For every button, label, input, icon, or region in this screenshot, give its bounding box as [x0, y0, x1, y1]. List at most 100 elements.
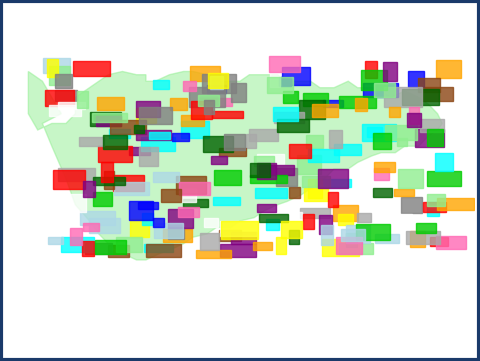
Bar: [277, 119, 309, 132]
Bar: [57, 194, 86, 212]
Bar: [427, 193, 445, 206]
Bar: [103, 135, 127, 149]
Bar: [96, 240, 126, 255]
Bar: [79, 137, 104, 147]
Bar: [221, 221, 258, 239]
Bar: [306, 135, 323, 148]
Bar: [96, 116, 121, 126]
Bar: [89, 218, 120, 233]
Bar: [427, 129, 443, 147]
Bar: [70, 228, 82, 245]
Bar: [135, 130, 170, 140]
Bar: [168, 227, 184, 239]
Bar: [77, 91, 88, 108]
Bar: [168, 209, 193, 228]
Bar: [290, 212, 302, 223]
Bar: [328, 192, 338, 207]
Bar: [334, 144, 360, 156]
Bar: [336, 237, 362, 253]
Bar: [55, 90, 77, 101]
Bar: [269, 56, 300, 72]
Bar: [319, 215, 332, 234]
Bar: [397, 214, 412, 221]
Bar: [141, 137, 175, 151]
Bar: [136, 108, 156, 123]
Bar: [301, 177, 330, 187]
Bar: [208, 74, 228, 87]
Bar: [394, 188, 414, 196]
Bar: [398, 169, 422, 188]
Bar: [266, 219, 279, 230]
Bar: [418, 78, 440, 92]
Bar: [282, 67, 310, 85]
Bar: [346, 225, 370, 243]
Bar: [191, 66, 220, 81]
Bar: [373, 188, 392, 197]
Bar: [136, 101, 160, 117]
Bar: [105, 171, 114, 189]
Bar: [365, 61, 377, 78]
Bar: [53, 170, 85, 189]
Bar: [114, 182, 149, 195]
Bar: [154, 223, 183, 238]
Bar: [153, 173, 180, 182]
Bar: [408, 71, 424, 87]
Bar: [43, 58, 70, 73]
Bar: [183, 199, 208, 207]
Bar: [427, 201, 439, 216]
Bar: [355, 98, 367, 111]
Bar: [281, 221, 302, 238]
Bar: [189, 87, 225, 107]
Bar: [48, 237, 63, 244]
Bar: [130, 201, 153, 220]
Bar: [435, 153, 453, 171]
Bar: [109, 129, 130, 138]
Bar: [200, 97, 232, 106]
Bar: [360, 70, 387, 90]
Bar: [55, 74, 72, 88]
Bar: [178, 207, 199, 217]
Bar: [297, 155, 322, 174]
Bar: [415, 129, 444, 147]
Bar: [374, 168, 389, 180]
Bar: [231, 232, 255, 244]
Bar: [203, 136, 233, 152]
Bar: [304, 188, 328, 201]
Bar: [362, 123, 396, 140]
Bar: [315, 179, 351, 187]
Bar: [220, 244, 256, 257]
Bar: [318, 169, 348, 187]
Bar: [108, 245, 129, 257]
Bar: [250, 175, 287, 183]
Bar: [255, 188, 288, 198]
Bar: [116, 237, 142, 252]
Bar: [48, 66, 70, 85]
Bar: [373, 134, 391, 149]
Bar: [407, 113, 420, 127]
Bar: [303, 92, 328, 106]
Bar: [49, 105, 82, 116]
Bar: [402, 89, 439, 105]
Bar: [312, 104, 338, 117]
Bar: [200, 233, 219, 249]
Bar: [427, 171, 461, 186]
Bar: [259, 214, 288, 222]
Bar: [130, 218, 149, 237]
Bar: [273, 107, 299, 121]
Bar: [219, 148, 245, 156]
Bar: [170, 98, 187, 110]
Bar: [101, 162, 113, 182]
Bar: [145, 244, 181, 257]
Bar: [142, 213, 153, 225]
Bar: [329, 130, 342, 148]
Bar: [259, 165, 294, 175]
Bar: [338, 214, 353, 225]
Bar: [144, 244, 173, 252]
Bar: [214, 170, 240, 185]
Bar: [182, 189, 196, 203]
Bar: [129, 147, 150, 155]
Bar: [423, 202, 446, 213]
Bar: [45, 90, 74, 106]
Bar: [257, 162, 276, 179]
Bar: [437, 198, 474, 210]
